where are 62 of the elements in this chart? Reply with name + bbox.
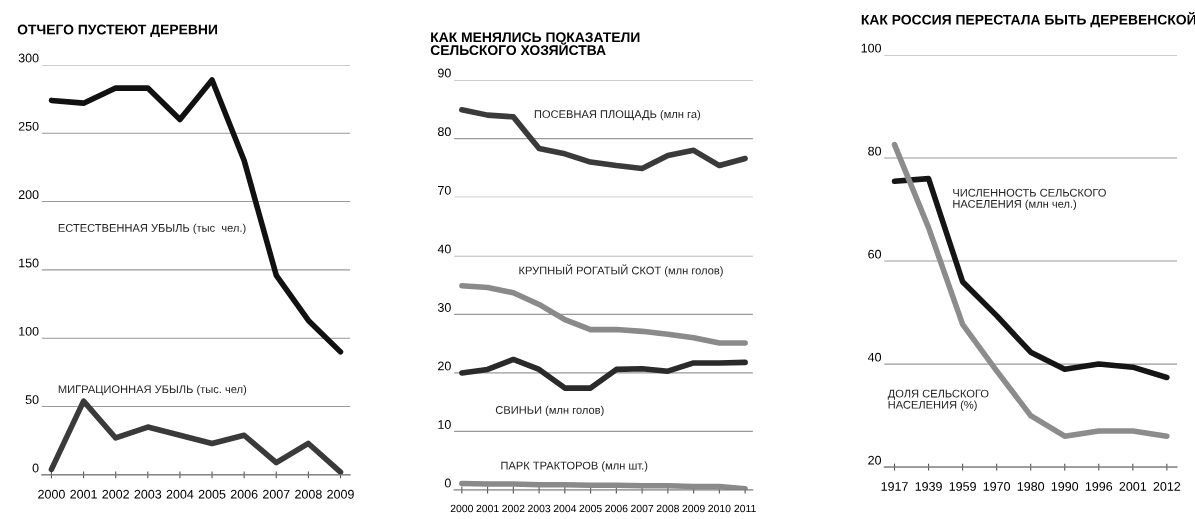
x-tick-label: 1959 [949,482,976,491]
x-tick-label: 1917 [881,482,908,491]
x-tick-label: 2003 [528,504,551,513]
x-tick-label: 1990 [1051,482,1079,491]
x-tick-label: 2001 [476,504,499,513]
x-tick-label: 2001 [1119,482,1147,491]
text: МИГРАЦИОННАЯ УБЫЛЬ (тыс. чел) [58,384,247,396]
y-tick-label: 50 [25,395,39,405]
y-tick-label: 0 [32,463,39,473]
y-tick-label: 20 [868,455,882,465]
x-tick-label: 2000 [38,489,65,499]
x-tick-label: 2011 [734,504,756,513]
y-tick-label: 20 [438,361,451,371]
y-tick-label: 300 [18,53,39,63]
y-tick-label: 80 [868,146,882,156]
y-tick-label: 40 [867,352,882,362]
x-tick-label: 1970 [983,482,1011,491]
series-label: ЕСТЕСТВЕННАЯ УБЫЛЬ (тыс чел.) [58,223,246,235]
y-tick-label: 10 [438,420,451,429]
chart-title: КАК РОССИЯ ПЕРЕСТАЛА БЫТЬ ДЕРЕВЕНСКОЙ [861,11,1195,28]
x-tick-label: 2008 [656,504,679,513]
x-tick-label: 1996 [1085,482,1113,491]
chart-title: КАК МЕНЯЛИСЬ ПОКАЗАТЕЛИ СЕЛЬСКОГО ХОЗЯЙСТВА [430,32,640,56]
x-tick-label: 2004 [166,489,194,499]
x-tick-label: 2005 [198,489,226,499]
x-tick-label: 2006 [605,504,628,513]
x-tick-label: 1980 [1017,482,1045,491]
x-tick-label: 1939 [915,482,942,491]
y-tick-label: 100 [19,326,39,336]
y-tick-label: 60 [868,249,882,259]
x-tick-label: 2004 [553,504,577,513]
x-tick-label: 2002 [102,489,129,499]
y-tick-label: 250 [18,121,39,131]
x-tick-label: 2003 [134,489,162,499]
y-tick-label: 30 [437,303,451,312]
x-tick-label: 2007 [631,504,654,513]
x-tick-label: 2001 [70,489,97,499]
series-label: ЧИСЛЕННОСТЬ СЕЛЬСКОГО НАСЕЛЕНИЯ (млн чел.) [953,188,1106,210]
x-tick-label: 2010 [708,504,731,513]
x-tick-label: 2009 [682,504,705,513]
x-tick-label: 2007 [263,489,290,499]
y-tick-label: 200 [18,190,39,200]
series-label: ПАРК ТРАКТОРОВ (млн шт.) [501,461,648,472]
y-tick-label: 90 [438,68,451,78]
x-tick-label: 2006 [230,489,258,499]
x-tick-label: 2005 [579,504,602,513]
y-tick-label: 0 [444,478,451,488]
y-tick-label: 40 [437,244,451,254]
series-label: КРУПНЫЙ РОГАТЫЙ СКОТ (млн голов) [519,264,723,277]
x-tick-label: 2008 [295,489,322,499]
y-tick-label: 70 [438,185,451,195]
y-tick-label: 150 [19,258,39,268]
series-label: ПОСЕВНАЯ ПЛОЩАДЬ (млн га) [534,109,701,121]
x-tick-label: 2009 [327,489,354,499]
series-label: СВИНЬИ (млн голов) [495,405,604,417]
chart-title: ОТЧЕГО ПУСТЕЮТ ДЕРЕВНИ [17,24,217,38]
x-tick-label: 2000 [450,504,474,513]
x-tick-label: 2002 [502,504,525,513]
x-tick-label: 2012 [1153,482,1181,491]
y-tick-label: 80 [437,127,451,137]
series-label: ДОЛЯ СЕЛЬСКОГО НАСЕЛЕНИЯ (%) [887,389,989,411]
y-tick-label: 100 [861,43,882,53]
